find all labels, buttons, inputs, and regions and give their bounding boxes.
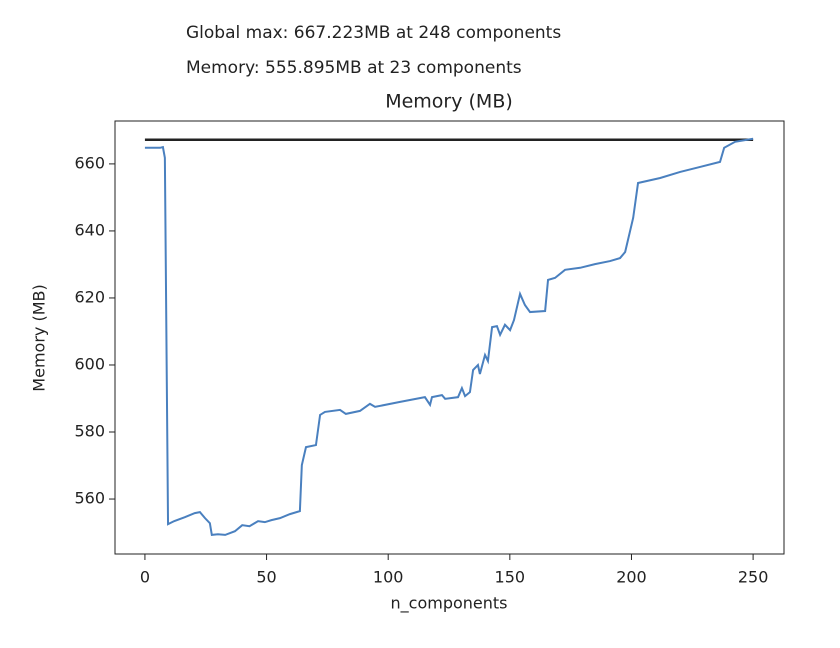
y-tick-label: 620 (74, 287, 105, 306)
note: Memory: 555.895MB at 23 components (186, 58, 522, 78)
x-tick-label: 250 (738, 568, 769, 587)
y-axis-label: Memory (MB) (30, 284, 49, 391)
line (144, 137, 754, 536)
y-tick-label: 560 (74, 489, 105, 508)
x-tick-label: 200 (616, 568, 647, 587)
y-tick-label: 640 (74, 220, 105, 239)
x-tick-label: 50 (256, 568, 276, 587)
x-tick-label: 0 (140, 568, 150, 587)
plot-frame (114, 120, 785, 555)
y-tick-label: 580 (74, 422, 105, 441)
note: Global max: 667.223MB at 248 components (186, 23, 561, 43)
chart-title: Memory (MB) (385, 91, 513, 113)
y-tick-label: 600 (74, 354, 105, 373)
y-tick-label: 660 (74, 153, 105, 172)
x-axis-label: n_components (391, 594, 508, 614)
x-tick-label: 150 (495, 568, 526, 587)
x-tick-label: 100 (373, 568, 404, 587)
